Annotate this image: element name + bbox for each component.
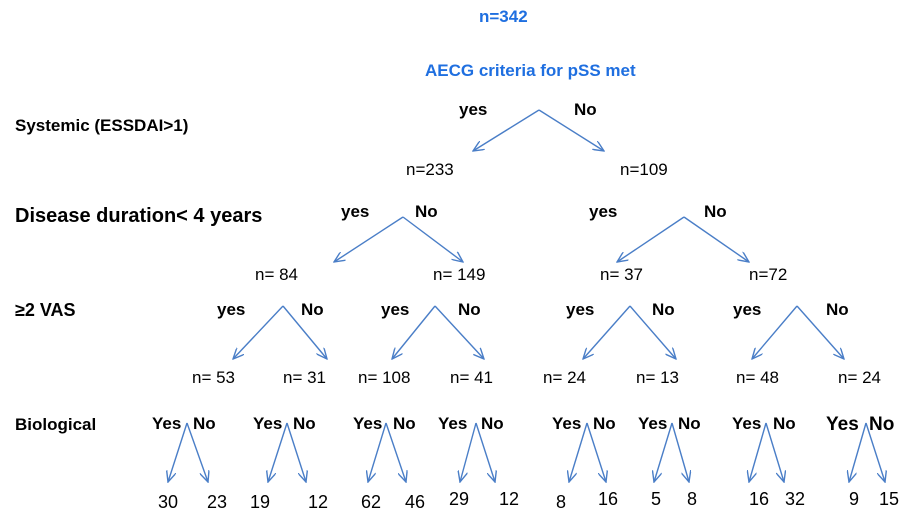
l4-6-no-label: No bbox=[678, 414, 701, 433]
root-criteria-title: AECG criteria for pSS met bbox=[425, 61, 636, 80]
l1-branch-arrow-left bbox=[473, 109, 540, 151]
l1-yes-label: yes bbox=[459, 100, 488, 119]
l4-7-yes-label: Yes bbox=[732, 414, 762, 433]
l3a-no-label: No bbox=[301, 300, 324, 319]
l1-count-right: n=109 bbox=[620, 160, 668, 179]
level-label-duration: Disease duration< 4 years bbox=[15, 205, 263, 227]
l4-7-no-label: No bbox=[773, 414, 796, 433]
l3b-count-left: n= 108 bbox=[358, 368, 411, 387]
l3a-yes-label: yes bbox=[217, 300, 246, 319]
l4-2-branch-arrow-right bbox=[286, 422, 306, 482]
l3d-count-right: n= 24 bbox=[838, 368, 882, 387]
l4-1-branch-arrow-right bbox=[186, 422, 208, 482]
l4-1-yes-label: Yes bbox=[152, 414, 182, 433]
l4-2-branch-arrow-left bbox=[268, 422, 288, 482]
l4-3-count-right: 46 bbox=[405, 492, 426, 512]
l2b-count-left: n= 37 bbox=[600, 265, 644, 284]
l4-2-count-right: 12 bbox=[308, 492, 329, 512]
l2b-branch-arrow-left bbox=[617, 216, 685, 262]
l4-3-branch-arrow-left bbox=[368, 422, 387, 482]
l4-7-branch-arrow-right bbox=[765, 422, 784, 482]
l4-3-no-label: No bbox=[393, 414, 416, 433]
l4-8-branch-arrow-left bbox=[849, 422, 867, 482]
l3b-yes-label: yes bbox=[381, 300, 410, 319]
l3c-count-right: n= 13 bbox=[636, 368, 680, 387]
l3d-no-label: No bbox=[826, 300, 849, 319]
l4-8-count-right: 15 bbox=[879, 489, 900, 509]
l4-1-count-right: 23 bbox=[207, 492, 228, 512]
l4-7-branch-arrow-left bbox=[749, 422, 767, 482]
l4-4-branch-arrow-right bbox=[475, 422, 495, 482]
l3c-branch-arrow-right bbox=[629, 305, 676, 359]
l3c-count-left: n= 24 bbox=[543, 368, 587, 387]
l4-4-count-left: 29 bbox=[449, 489, 470, 509]
l3c-branch-arrow-left bbox=[583, 305, 631, 359]
l4-6-count-left: 5 bbox=[651, 489, 662, 509]
l4-5-no-label: No bbox=[593, 414, 616, 433]
l4-3-count-left: 62 bbox=[361, 492, 382, 512]
total-count: n=342 bbox=[479, 7, 528, 26]
l3c-yes-label: yes bbox=[566, 300, 595, 319]
l1-no-label: No bbox=[574, 100, 597, 119]
l1-count-left: n=233 bbox=[406, 160, 454, 179]
l4-8-yes-label: Yes bbox=[826, 414, 859, 435]
l4-8-no-label: No bbox=[869, 414, 895, 435]
l4-6-count-right: 8 bbox=[687, 489, 698, 509]
l2b-no-label: No bbox=[704, 202, 727, 221]
l3a-branch-arrow-left bbox=[233, 305, 284, 359]
l3c-no-label: No bbox=[652, 300, 675, 319]
l4-1-count-left: 30 bbox=[158, 492, 179, 512]
l4-8-branch-arrow-right bbox=[865, 422, 885, 482]
l3a-count-left: n= 53 bbox=[192, 368, 236, 387]
l4-6-yes-label: Yes bbox=[638, 414, 668, 433]
l2a-count-left: n= 84 bbox=[255, 265, 299, 284]
l4-5-count-left: 8 bbox=[556, 492, 567, 512]
l3b-count-right: n= 41 bbox=[450, 368, 494, 387]
l2a-branch-arrow-right bbox=[402, 216, 463, 262]
l4-2-yes-label: Yes bbox=[253, 414, 283, 433]
l4-2-no-label: No bbox=[293, 414, 316, 433]
l2b-branch-arrow-right bbox=[683, 216, 749, 262]
l2a-branch-arrow-left bbox=[334, 216, 404, 262]
l3d-branch-arrow-right bbox=[796, 305, 844, 359]
l4-5-yes-label: Yes bbox=[552, 414, 582, 433]
l3b-branch-arrow-right bbox=[434, 305, 484, 359]
l2a-no-label: No bbox=[415, 202, 438, 221]
l4-1-no-label: No bbox=[193, 414, 216, 433]
l4-1-branch-arrow-left bbox=[168, 422, 188, 482]
l4-4-branch-arrow-left bbox=[460, 422, 477, 482]
l3b-branch-arrow-left bbox=[392, 305, 436, 359]
l4-6-branch-arrow-left bbox=[654, 422, 673, 482]
l2a-count-right: n= 149 bbox=[433, 265, 486, 284]
l3d-branch-arrow-left bbox=[752, 305, 798, 359]
l2a-yes-label: yes bbox=[341, 202, 370, 221]
l2b-yes-label: yes bbox=[589, 202, 618, 221]
l4-5-branch-arrow-right bbox=[586, 422, 606, 482]
l3a-count-right: n= 31 bbox=[283, 368, 327, 387]
l4-5-branch-arrow-left bbox=[569, 422, 588, 482]
level-label-biological: Biological bbox=[15, 415, 97, 434]
level-label-systemic: Systemic (ESSDAI>1) bbox=[15, 116, 189, 135]
l3a-branch-arrow-right bbox=[282, 305, 327, 359]
l3d-count-left: n= 48 bbox=[736, 368, 780, 387]
l4-4-count-right: 12 bbox=[499, 489, 520, 509]
l4-7-count-left: 16 bbox=[749, 489, 770, 509]
l4-3-yes-label: Yes bbox=[353, 414, 383, 433]
l2b-count-right: n=72 bbox=[749, 265, 788, 284]
l4-8-count-left: 9 bbox=[849, 489, 860, 509]
l4-6-branch-arrow-right bbox=[671, 422, 689, 482]
l1-branch-arrow-right bbox=[538, 109, 604, 151]
l3d-yes-label: yes bbox=[733, 300, 762, 319]
l4-4-yes-label: Yes bbox=[438, 414, 468, 433]
l3b-no-label: No bbox=[458, 300, 481, 319]
l4-4-no-label: No bbox=[481, 414, 504, 433]
l4-5-count-right: 16 bbox=[598, 489, 619, 509]
l4-7-count-right: 32 bbox=[785, 489, 806, 509]
l4-2-count-left: 19 bbox=[250, 492, 271, 512]
l4-3-branch-arrow-right bbox=[385, 422, 406, 482]
level-label-vas: ≥2 VAS bbox=[15, 300, 76, 320]
